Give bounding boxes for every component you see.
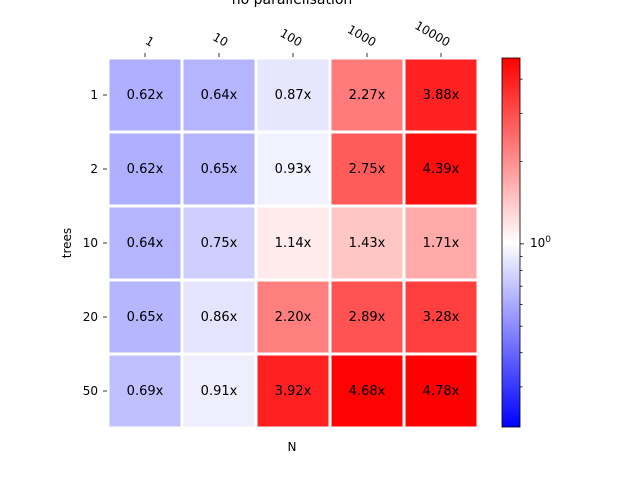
cell-value-label: 0.87x	[275, 88, 312, 103]
heatmap-cell	[183, 133, 255, 205]
colorbar-ticks	[520, 78, 524, 388]
cell-value-label: 2.89x	[349, 310, 386, 325]
y-tick-label: 50	[83, 384, 98, 398]
heatmap-cell	[331, 207, 403, 279]
colorbar-tick-label: 100	[530, 235, 551, 250]
x-tick-label: 10000	[412, 18, 452, 49]
heatmap-cell	[331, 281, 403, 353]
heatmap-cell	[257, 133, 329, 205]
y-tick-label: 20	[83, 310, 98, 324]
heatmap-cell	[405, 207, 477, 279]
heatmap-cell	[331, 133, 403, 205]
cell-value-label: 4.39x	[423, 162, 460, 177]
cell-value-label: 0.91x	[201, 384, 238, 399]
chart-title: no parallelisation	[232, 0, 353, 8]
heatmap-cell	[183, 355, 255, 427]
y-axis-label: trees	[60, 228, 74, 258]
cell-value-label: 3.88x	[423, 88, 460, 103]
heatmap-cell	[183, 59, 255, 131]
cell-value-label: 0.64x	[127, 236, 164, 251]
heatmap-cell	[109, 133, 181, 205]
heatmap-cell	[183, 281, 255, 353]
heatmap-cell	[257, 355, 329, 427]
cell-value-label: 0.65x	[127, 310, 164, 325]
x-axis-ticks: 1 10 100 1000 10000	[143, 18, 453, 57]
heatmap-cell	[257, 59, 329, 131]
heatmap-cell	[183, 207, 255, 279]
cell-value-label: 0.75x	[201, 236, 238, 251]
x-tick-label: 100	[278, 26, 305, 50]
heatmap-cell	[109, 281, 181, 353]
heatmap-cell	[331, 355, 403, 427]
cell-value-label: 1.14x	[275, 236, 312, 251]
cell-value-label: 0.65x	[201, 162, 238, 177]
cell-value-label: 1.71x	[423, 236, 460, 251]
y-tick-label: 10	[83, 236, 98, 250]
cell-value-label: 4.78x	[423, 384, 460, 399]
cell-value-label: 4.68x	[349, 384, 386, 399]
heatmap-cell	[257, 281, 329, 353]
cell-value-label: 0.62x	[127, 88, 164, 103]
cell-value-label: 0.86x	[201, 310, 238, 325]
heatmap-cell	[257, 207, 329, 279]
cell-value-label: 2.27x	[349, 88, 386, 103]
heatmap-cell	[405, 133, 477, 205]
cell-value-label: 1.43x	[349, 236, 386, 251]
heatmap-cell	[109, 355, 181, 427]
heatmap-cell	[405, 281, 477, 353]
y-axis-ticks: 1 2 10 20 50	[83, 88, 107, 398]
heatmap-cell	[109, 59, 181, 131]
heatmap-cell	[405, 355, 477, 427]
heatmap-cell	[109, 207, 181, 279]
x-tick-label: 1000	[345, 22, 378, 49]
cell-value-label: 0.62x	[127, 162, 164, 177]
cell-value-label: 0.93x	[275, 162, 312, 177]
x-axis-label: N	[288, 440, 297, 454]
x-tick-label: 10	[210, 30, 230, 50]
cell-value-label: 0.69x	[127, 384, 164, 399]
y-tick-label: 1	[90, 88, 98, 102]
cell-value-label: 2.75x	[349, 162, 386, 177]
y-tick-label: 2	[90, 162, 98, 176]
cell-value-label: 2.20x	[275, 310, 312, 325]
cell-value-label: 3.28x	[423, 310, 460, 325]
colorbar	[501, 57, 521, 428]
cell-value-label: 0.64x	[201, 88, 238, 103]
heatmap-cell	[331, 59, 403, 131]
heatmap-cells: 0.62x 0.64x 0.87x 2.27x 3.88x 0.62x 0.65x 0.93x…	[109, 59, 477, 427]
heatmap-cell	[405, 59, 477, 131]
cell-value-label: 3.92x	[275, 384, 312, 399]
x-tick-label: 1	[143, 34, 157, 50]
